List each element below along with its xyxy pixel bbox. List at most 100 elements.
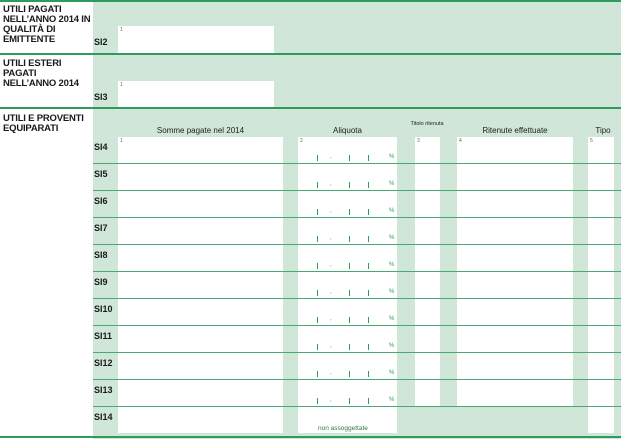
si11-col1-field[interactable] [118,326,283,352]
row-code: SI8 [94,250,108,260]
row-code: SI14 [94,412,113,422]
si6-col4-field[interactable] [457,191,573,217]
non-assoggettate-note: non assoggettate [318,425,368,432]
digit-tick [349,209,350,215]
percent-sign: % [389,289,395,295]
si13-col1-field[interactable] [118,380,283,406]
si13-col4-field[interactable] [457,380,573,406]
field-number: 2 [300,138,303,144]
si4-col3-field[interactable]: 3 [415,137,440,163]
digit-tick [368,155,369,161]
digit-tick [317,263,318,269]
row-divider [93,163,621,164]
percent-sign: % [389,154,395,160]
decimal-comma: , [330,289,332,295]
si8-col1-field[interactable] [118,245,283,271]
percent-sign: % [389,181,395,187]
decimal-comma: , [330,397,332,403]
field-number: 1 [120,27,123,33]
si8-col5-field[interactable] [588,245,614,271]
row-code: SI9 [94,277,108,287]
column-header: Somme pagate nel 2014 [156,126,245,135]
si10-col1-field[interactable] [118,299,283,325]
si10-col5-field[interactable] [588,299,614,325]
si4-col5-field[interactable]: 5 [588,137,614,163]
digit-tick [368,290,369,296]
decimal-comma: , [330,181,332,187]
digit-tick [349,155,350,161]
digit-tick [317,344,318,350]
row-code: SI2 [94,37,108,47]
si14-col1-field[interactable] [118,407,283,433]
si2-amount-field[interactable]: 1 [118,26,274,53]
si6-col2-field[interactable] [298,191,397,217]
si11-col5-field[interactable] [588,326,614,352]
row-code: SI7 [94,223,108,233]
row-code: SI3 [94,92,108,102]
digit-tick [368,317,369,323]
si6-col5-field[interactable] [588,191,614,217]
si8-col4-field[interactable] [457,245,573,271]
si4-col1-field[interactable]: 1 [118,137,283,163]
si7-col5-field[interactable] [588,218,614,244]
si14-col2-field[interactable] [298,407,397,433]
divider [0,53,621,55]
si9-col5-field[interactable] [588,272,614,298]
si12-col4-field[interactable] [457,353,573,379]
digit-tick [317,371,318,377]
si10-col2-field[interactable] [298,299,397,325]
si13-col2-field[interactable] [298,380,397,406]
digit-tick [368,209,369,215]
row-divider [93,271,621,272]
digit-tick [349,344,350,350]
si5-col2-field[interactable] [298,164,397,190]
digit-tick [317,317,318,323]
si9-col2-field[interactable] [298,272,397,298]
si12-col5-field[interactable] [588,353,614,379]
si6-col1-field[interactable] [118,191,283,217]
si9-col1-field[interactable] [118,272,283,298]
column-header: Tipo [595,126,611,135]
field-number: 5 [590,138,593,144]
si13-col5-field[interactable] [588,380,614,406]
si8-col2-field[interactable] [298,245,397,271]
si7-col4-field[interactable] [457,218,573,244]
decimal-comma: , [330,262,332,268]
si10-col3-field[interactable] [415,299,440,325]
si9-col3-field[interactable] [415,272,440,298]
si12-col3-field[interactable] [415,353,440,379]
digit-tick [368,236,369,242]
decimal-comma: , [330,343,332,349]
si6-col3-field[interactable] [415,191,440,217]
digit-tick [349,236,350,242]
row-code: SI4 [94,142,108,152]
si9-col4-field[interactable] [457,272,573,298]
divider [0,436,621,438]
si11-col3-field[interactable] [415,326,440,352]
si7-col2-field[interactable] [298,218,397,244]
si11-col4-field[interactable] [457,326,573,352]
si10-col4-field[interactable] [457,299,573,325]
si11-col2-field[interactable] [298,326,397,352]
si12-col1-field[interactable] [118,353,283,379]
si4-col4-field[interactable]: 4 [457,137,573,163]
si5-col1-field[interactable] [118,164,283,190]
si8-col3-field[interactable] [415,245,440,271]
digit-tick [317,209,318,215]
si3-amount-field[interactable]: 1 [118,81,274,107]
digit-tick [368,398,369,404]
si7-col3-field[interactable] [415,218,440,244]
si5-col3-field[interactable] [415,164,440,190]
si13-col3-field[interactable] [415,380,440,406]
row-divider [93,217,621,218]
decimal-comma: , [330,154,332,160]
row-code: SI13 [94,385,113,395]
decimal-comma: , [330,235,332,241]
si7-col1-field[interactable] [118,218,283,244]
si12-col2-field[interactable] [298,353,397,379]
si4-col2-field[interactable]: 2 [298,137,397,163]
row-divider [93,244,621,245]
si5-col5-field[interactable] [588,164,614,190]
si5-col4-field[interactable] [457,164,573,190]
si14-col5-field[interactable] [588,407,614,433]
